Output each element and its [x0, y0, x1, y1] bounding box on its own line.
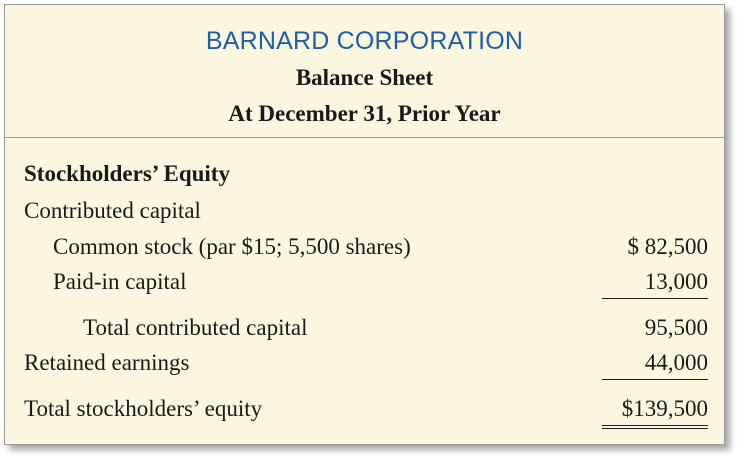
paid-in-capital-label: Paid-in capital	[53, 269, 187, 294]
contributed-capital-label: Contributed capital	[24, 198, 201, 223]
section-heading-row: Stockholders’ Equity	[5, 161, 724, 191]
paid-in-capital-row: Paid-in capital 13,000	[5, 269, 724, 299]
total-contributed-capital-amount: 95,500	[644, 315, 708, 340]
retained-earnings-amount: 44,000	[602, 350, 708, 380]
balance-sheet-panel: BARNARD CORPORATION Balance Sheet At Dec…	[4, 4, 725, 445]
paid-in-capital-amount: 13,000	[602, 269, 708, 299]
common-stock-amount: $ 82,500	[627, 234, 709, 259]
retained-earnings-row: Retained earnings 44,000	[5, 350, 724, 380]
common-stock-label: Common stock (par $15; 5,500 shares)	[53, 234, 411, 259]
total-equity-amount: $139,500	[602, 396, 708, 429]
retained-earnings-label: Retained earnings	[24, 350, 190, 375]
contributed-capital-row: Contributed capital	[5, 198, 724, 228]
statement-date: At December 31, Prior Year	[228, 101, 501, 126]
section-heading: Stockholders’ Equity	[24, 161, 230, 186]
statement-title: Balance Sheet	[295, 65, 434, 90]
total-contributed-capital-label: Total contributed capital	[83, 315, 308, 340]
total-contributed-capital-row: Total contributed capital 95,500	[5, 315, 724, 345]
company-name: BARNARD CORPORATION	[205, 27, 524, 55]
statement-header: BARNARD CORPORATION Balance Sheet At Dec…	[5, 5, 724, 138]
total-equity-row: Total stockholders’ equity $139,500	[5, 396, 724, 429]
common-stock-row: Common stock (par $15; 5,500 shares) $ 8…	[5, 234, 724, 264]
total-equity-label: Total stockholders’ equity	[24, 396, 263, 421]
